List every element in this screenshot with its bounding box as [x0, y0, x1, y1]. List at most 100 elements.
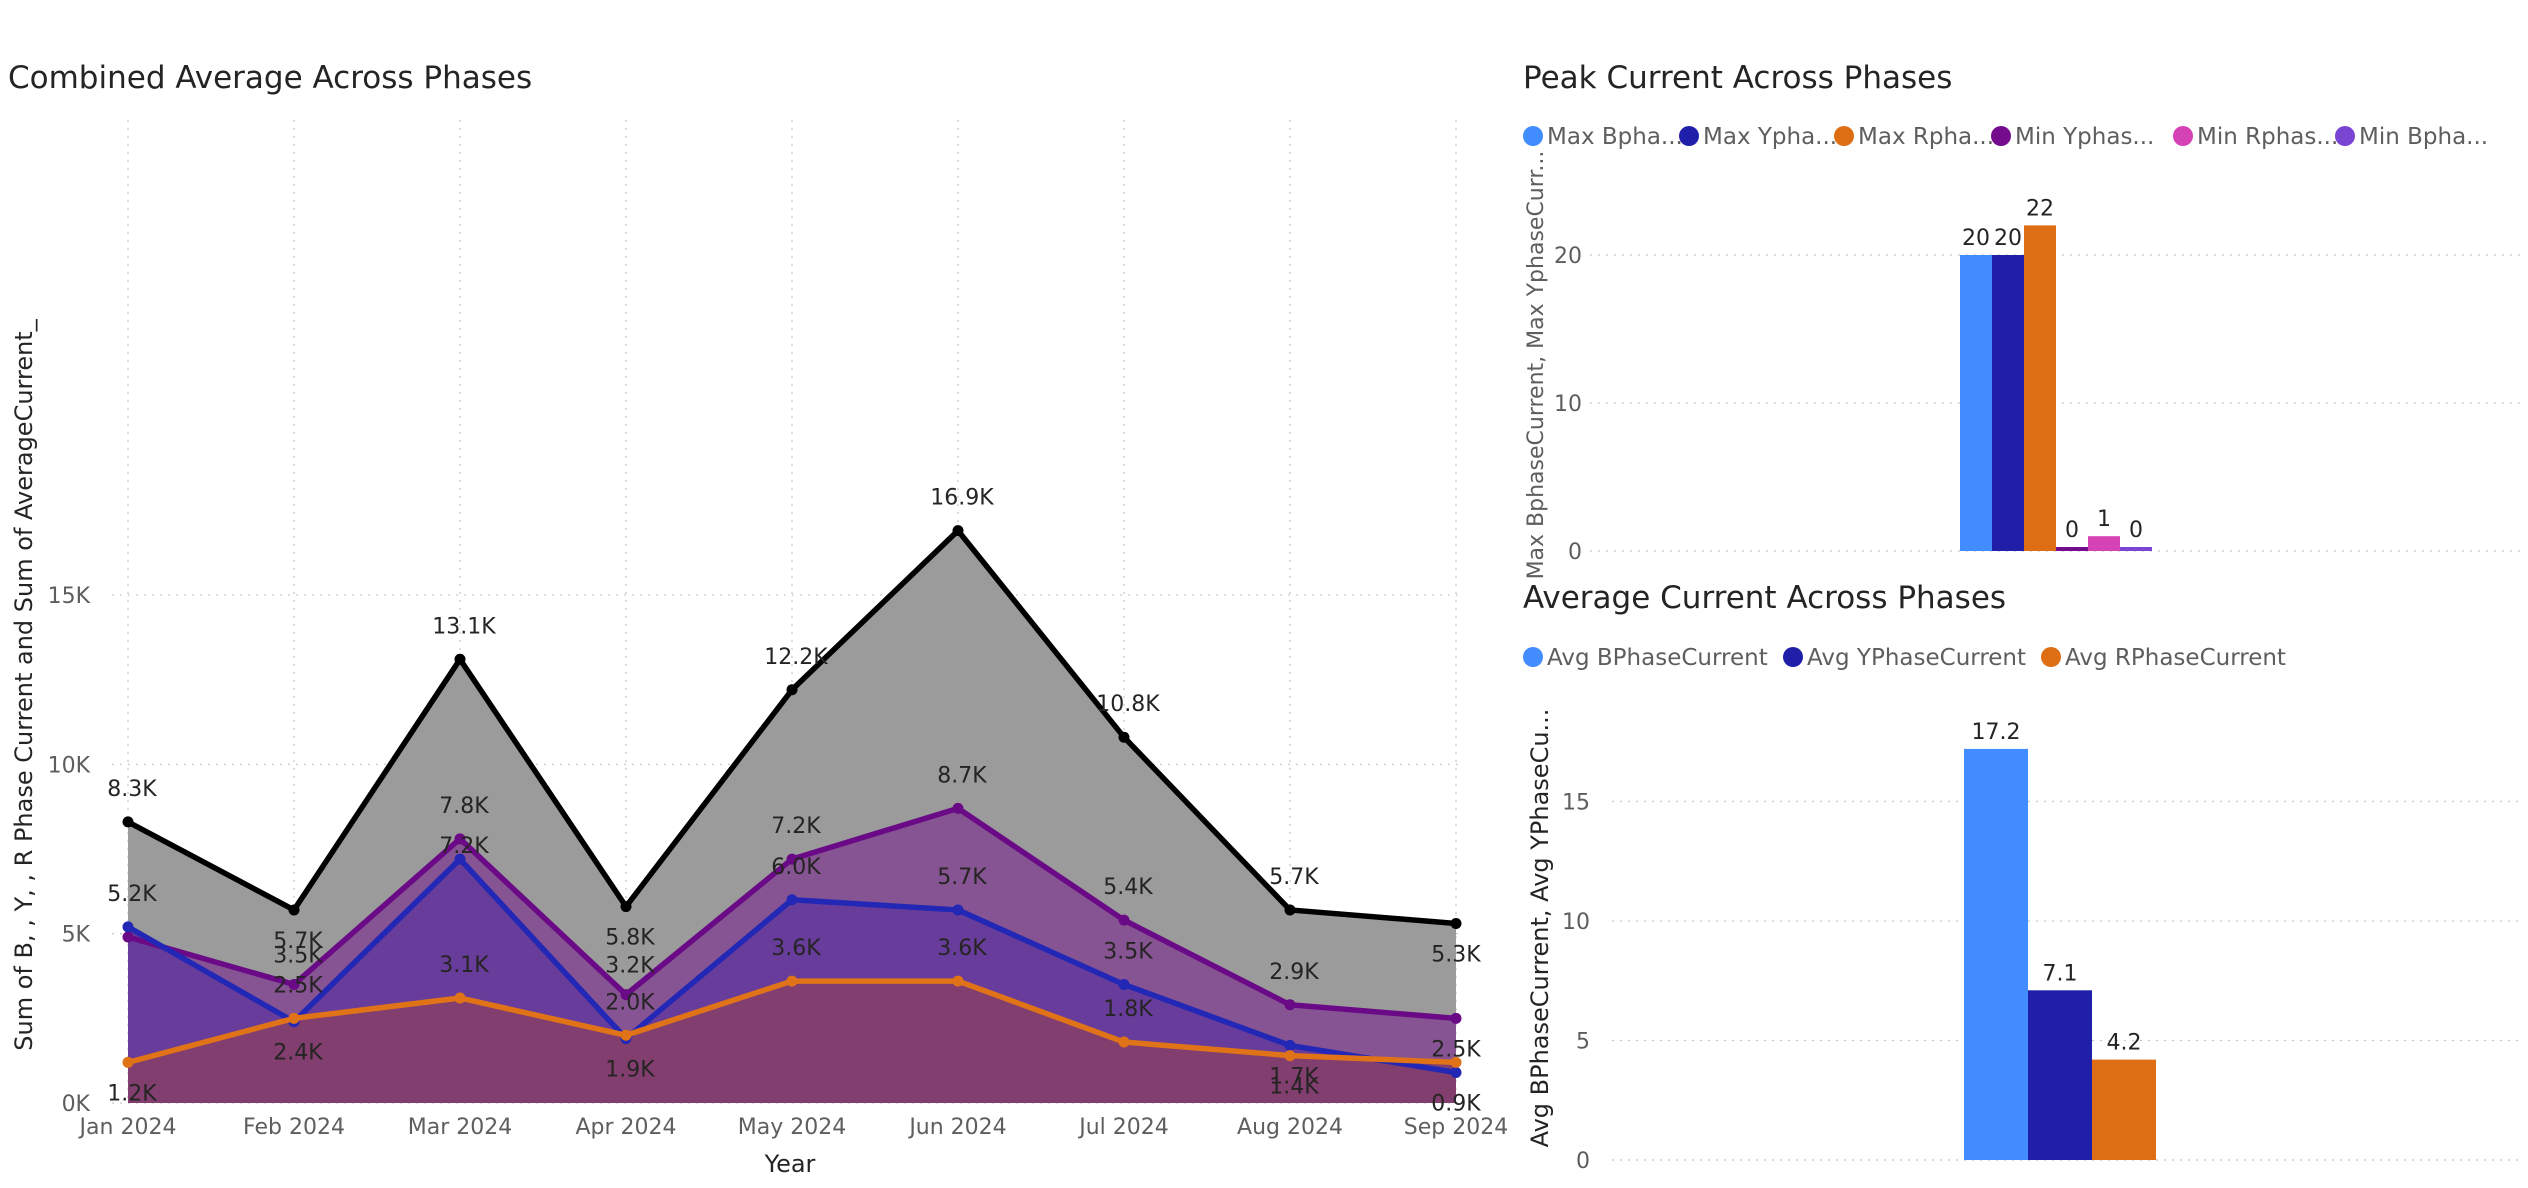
area-point-r-phase: [1284, 999, 1296, 1011]
area-point-y-phase: [620, 1029, 632, 1041]
bar-y-tick-label: 5: [1576, 1030, 1590, 1055]
area-x-tick-label: Mar 2024: [408, 1115, 513, 1140]
area-point-y-phase: [1118, 1036, 1130, 1048]
area-data-label-b-phase: 1.7K: [1269, 1064, 1319, 1089]
area-x-ticks: Jan 2024 Feb 2024 Mar 2024 Apr 2024 May 2024…: [78, 1115, 1509, 1140]
area-point-y-phase: [786, 975, 798, 987]
area-point-b-phase: [952, 904, 964, 916]
peak-legend[interactable]: Max Bpha... Max Ypha... Max Rpha... Min Yph…: [1523, 124, 2488, 150]
bar-1: [1960, 255, 1992, 551]
area-data-label-y-phase: 1.8K: [1103, 997, 1153, 1022]
area-point-b-phase: [454, 853, 466, 865]
area-data-label-b-phase: 2.4K: [273, 1041, 323, 1066]
legend-marker: [1523, 647, 1543, 667]
area-data-label-r-phase: 5.4K: [1103, 875, 1153, 900]
area-point-r-phase: [454, 833, 466, 845]
area-point-y-phase: [1284, 1050, 1296, 1062]
avg-legend[interactable]: Avg BPhaseCurrent Avg YPhaseCurrent Avg RP…: [1523, 645, 2286, 671]
legend-marker: [1679, 126, 1699, 146]
legend-marker: [2173, 126, 2193, 146]
area-y-ticks: 0K 5K 10K 15K: [48, 584, 91, 1117]
avg-chart-title: Average Current Across Phases: [1523, 580, 2006, 616]
bar-value-label: 22: [2026, 196, 2054, 221]
area-data-label-b-phase: 6.0K: [771, 855, 821, 880]
area-point-total: [122, 816, 134, 828]
area-data-label-b-phase: 5.7K: [937, 865, 987, 890]
area-point-r-phase: [122, 931, 134, 943]
area-x-tick-label: Jul 2024: [1077, 1115, 1169, 1140]
area-point-r-phase: [288, 978, 300, 990]
bar-4: [2056, 547, 2088, 551]
bar-value-label: 0: [2065, 518, 2079, 543]
area-y-tick-label: 5K: [62, 923, 91, 948]
area-lines: [122, 525, 1462, 1079]
area-point-y-phase: [288, 1012, 300, 1024]
area-data-label-total: 8.3K: [107, 777, 157, 802]
area-x-tick-label: Apr 2024: [575, 1115, 676, 1140]
area-data-label-y-phase: 1.4K: [1269, 1075, 1319, 1100]
bar-value-label: 20: [1994, 226, 2022, 251]
area-data-label-total: 10.8K: [1096, 692, 1160, 717]
area-point-total: [952, 525, 964, 537]
area-data-label-r-phase: 7.8K: [439, 794, 489, 819]
bar-y-tick-label: 10: [1554, 392, 1582, 417]
area-point-r-phase: [1118, 914, 1130, 926]
bar-y-tick-label: 15: [1562, 791, 1590, 816]
area-data-label-b-phase: 1.9K: [605, 1058, 655, 1083]
average-current-chart: Average Current Across Phases Avg BPhase…: [1523, 580, 2520, 1174]
legend-item-label: Max Ypha...: [1703, 124, 1837, 150]
area-point-total: [1284, 904, 1296, 916]
area-y-tick-label: 15K: [48, 584, 91, 609]
bar-6: [2120, 547, 2152, 551]
legend-item-label: Avg BPhaseCurrent: [1547, 645, 1768, 671]
bar-y-tick-label: 10: [1562, 910, 1590, 935]
area-x-tick-label: Aug 2024: [1237, 1115, 1343, 1140]
area-point-r-phase: [1450, 1012, 1462, 1024]
area-point-total: [1118, 731, 1130, 743]
legend-item-label: Min Rphas...: [2197, 124, 2338, 150]
area-data-label-total: 16.9K: [930, 486, 994, 511]
area-y-tick-label: 10K: [48, 753, 91, 778]
area-point-total: [620, 901, 632, 913]
peak-chart-title: Peak Current Across Phases: [1523, 60, 1952, 96]
legend-marker: [2041, 647, 2061, 667]
bar-3: [2092, 1059, 2156, 1160]
area-point-b-phase: [1284, 1039, 1296, 1051]
area-data-label-y-phase: 3.6K: [771, 936, 821, 961]
area-point-r-phase: [952, 802, 964, 814]
bar-1: [1964, 748, 2028, 1160]
bar-value-label: 1: [2097, 507, 2111, 532]
area-data-label-total: 13.1K: [432, 614, 496, 639]
area-point-b-phase: [786, 894, 798, 906]
area-data-label-r-phase: 2.5K: [1431, 1037, 1481, 1062]
bar-value-label: 20: [1962, 226, 1990, 251]
bar-2: [1992, 255, 2024, 551]
bar-value-label: 0: [2129, 518, 2143, 543]
area-data-label-total: 5.7K: [273, 929, 323, 954]
area-data-label-r-phase: 7.2K: [771, 814, 821, 839]
area-point-y-phase: [1450, 1056, 1462, 1068]
area-data-label-b-phase: 3.5K: [1103, 939, 1153, 964]
bar-3: [2024, 225, 2056, 551]
area-data-label-total: 5.3K: [1431, 942, 1481, 967]
area-data-label-y-phase: 1.2K: [107, 1081, 157, 1106]
area-point-r-phase: [786, 853, 798, 865]
area-data-label-r-phase: 3.2K: [605, 954, 655, 979]
area-x-tick-label: May 2024: [738, 1115, 846, 1140]
area-x-axis-label: Year: [764, 1150, 816, 1178]
area-point-total: [1450, 917, 1462, 929]
bar-2: [2028, 990, 2092, 1160]
area-point-b-phase: [1118, 978, 1130, 990]
area-y-axis-label: Sum of B, , Y, , R Phase Current and Sum…: [10, 318, 38, 1050]
area-data-label-y-phase: 2.0K: [605, 990, 655, 1015]
legend-marker: [2335, 126, 2355, 146]
area-data-label-b-phase: 7.2K: [439, 834, 489, 859]
area-data-label-y-phase: 3.6K: [937, 936, 987, 961]
area-data-label-y-phase: 3.1K: [439, 953, 489, 978]
area-point-y-phase: [122, 1056, 134, 1068]
area-point-total: [288, 904, 300, 916]
area-x-tick-label: Jun 2024: [907, 1115, 1006, 1140]
area-fill-y-phase: [128, 981, 1456, 1103]
legend-item-label: Min Bpha...: [2359, 124, 2488, 150]
